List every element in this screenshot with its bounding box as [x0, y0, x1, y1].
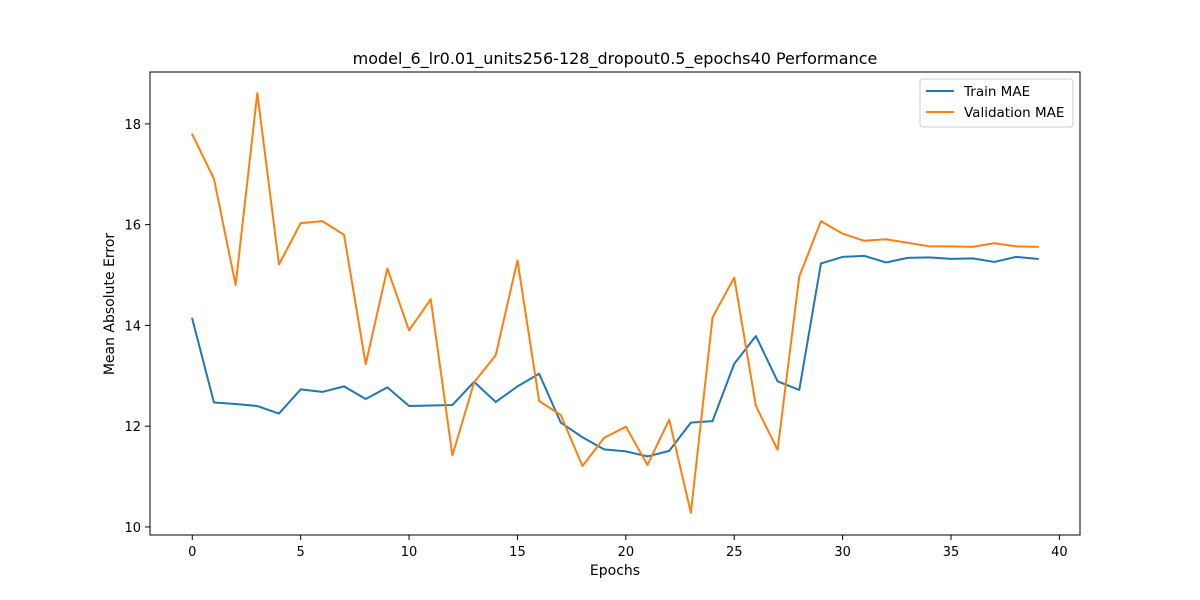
x-tick-label: 30 — [834, 545, 851, 560]
plot-frame — [149, 71, 1081, 536]
series-line-validation-mae — [190, 92, 1039, 514]
chart-title: model_6_lr0.01_units256-128_dropout0.5_e… — [353, 49, 878, 69]
x-axis-label: Epochs — [590, 563, 640, 579]
x-tick-label: 5 — [297, 545, 305, 560]
legend-entry: Train MAE — [963, 84, 1030, 100]
legend-entry: Validation MAE — [964, 105, 1064, 121]
x-tick-label: 0 — [188, 545, 196, 560]
y-tick-label: 12 — [124, 420, 141, 435]
y-tick-label: 16 — [124, 219, 141, 234]
x-tick-label: 35 — [943, 545, 960, 560]
plot-area: 0 5 10 15 20 25 30 35 40 10 12 14 16 18 Train MAE Valid… — [124, 71, 1081, 560]
x-tick-label: 20 — [618, 545, 635, 560]
y-tick-label: 10 — [124, 521, 141, 536]
x-tick-label: 25 — [726, 545, 743, 560]
y-axis-label: Mean Absolute Error — [102, 233, 118, 376]
legend-box — [919, 78, 1074, 128]
x-tick-label: 15 — [509, 545, 526, 560]
series-line-train-mae — [191, 254, 1039, 458]
y-tick-label: 18 — [124, 118, 141, 133]
y-tick-label: 14 — [124, 319, 141, 334]
x-tick-label: 10 — [401, 545, 418, 560]
x-tick-label: 40 — [1051, 545, 1068, 560]
